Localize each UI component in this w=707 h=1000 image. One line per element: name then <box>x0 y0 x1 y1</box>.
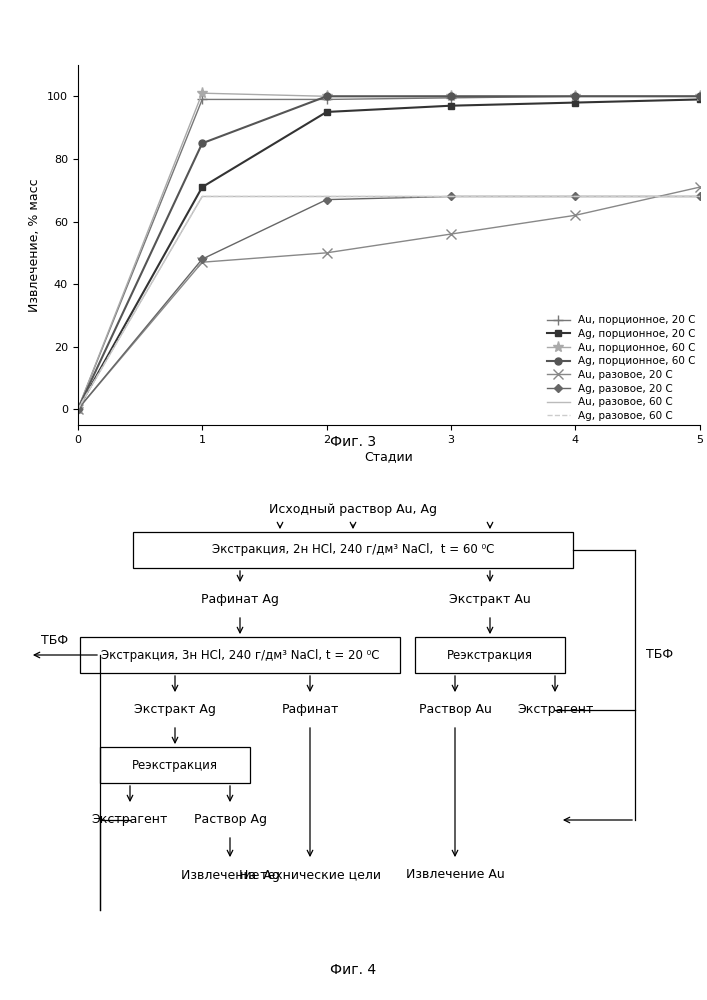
FancyBboxPatch shape <box>133 532 573 568</box>
Au, порционное, 20 С <box>322 93 331 105</box>
Text: Извлечение Au: Извлечение Au <box>406 868 504 882</box>
Ag, разовое, 60 С <box>74 403 82 415</box>
Ag, порционное, 20 С <box>322 106 331 118</box>
Ag, разовое, 20 С <box>696 190 704 202</box>
Au, разовое, 60 С <box>571 190 580 202</box>
Ag, порционное, 20 С <box>74 403 82 415</box>
Text: Раствор Ag: Раствор Ag <box>194 814 267 826</box>
Au, порционное, 20 С <box>74 403 82 415</box>
Au, порционное, 60 С <box>447 90 455 102</box>
Au, разовое, 20 С <box>322 247 331 259</box>
Ag, порционное, 60 С <box>322 90 331 102</box>
Au, разовое, 60 С <box>198 190 206 202</box>
Au, разовое, 20 С <box>571 209 580 221</box>
Text: Экстракт Ag: Экстракт Ag <box>134 704 216 716</box>
Au, порционное, 60 С <box>74 403 82 415</box>
Au, разовое, 20 С <box>447 228 455 240</box>
Au, порционное, 20 С <box>447 92 455 104</box>
Text: Фиг. 4: Фиг. 4 <box>330 963 376 977</box>
Text: Раствор Au: Раствор Au <box>419 704 491 716</box>
Ag, разовое, 60 С <box>198 190 206 202</box>
Au, порционное, 60 С <box>696 90 704 102</box>
Line: Ag, порционное, 20 С: Ag, порционное, 20 С <box>74 96 703 413</box>
Text: Исходный раствор Au, Ag: Исходный раствор Au, Ag <box>269 504 437 516</box>
X-axis label: Стадии: Стадии <box>365 450 413 463</box>
Text: ТБФ: ТБФ <box>646 648 674 662</box>
Line: Au, порционное, 60 С: Au, порционное, 60 С <box>72 88 706 415</box>
Ag, разовое, 60 С <box>322 190 331 202</box>
Line: Au, порционное, 20 С: Au, порционное, 20 С <box>73 91 705 414</box>
Ag, порционное, 60 С <box>447 90 455 102</box>
Text: На технические цели: На технические цели <box>239 868 381 882</box>
Au, порционное, 60 С <box>571 90 580 102</box>
Au, разовое, 60 С <box>322 190 331 202</box>
Ag, порционное, 60 С <box>696 90 704 102</box>
Ag, порционное, 20 С <box>447 100 455 112</box>
Line: Ag, разовое, 20 С: Ag, разовое, 20 С <box>75 194 703 412</box>
Au, разовое, 20 С <box>74 403 82 415</box>
Text: Фиг. 3: Фиг. 3 <box>330 435 377 449</box>
Line: Au, разовое, 60 С: Au, разовое, 60 С <box>78 196 700 409</box>
Au, разовое, 60 С <box>696 190 704 202</box>
Text: Рафинат Ag: Рафинат Ag <box>201 593 279 606</box>
Text: Экстрагент: Экстрагент <box>92 814 168 826</box>
FancyBboxPatch shape <box>80 637 400 673</box>
Line: Au, разовое, 20 С: Au, разовое, 20 С <box>73 182 705 414</box>
Ag, разовое, 20 С <box>322 194 331 206</box>
Y-axis label: Извлечение, % масс: Извлечение, % масс <box>28 178 42 312</box>
Ag, разовое, 20 С <box>571 190 580 202</box>
Au, порционное, 20 С <box>696 90 704 102</box>
Ag, разовое, 20 С <box>447 190 455 202</box>
Text: Экстрагент: Экстрагент <box>517 704 593 716</box>
Text: Экстракция, 2н HCl, 240 г/дм³ NaCl,  t = 60 ⁰C: Экстракция, 2н HCl, 240 г/дм³ NaCl, t = … <box>212 544 494 556</box>
Au, порционное, 60 С <box>322 90 331 102</box>
Ag, разовое, 20 С <box>198 253 206 265</box>
Ag, разовое, 60 С <box>447 190 455 202</box>
Text: Рафинат: Рафинат <box>281 704 339 716</box>
Ag, порционное, 20 С <box>198 181 206 193</box>
Ag, разовое, 60 С <box>571 190 580 202</box>
FancyBboxPatch shape <box>100 747 250 783</box>
Text: Экстракт Au: Экстракт Au <box>449 593 531 606</box>
Au, порционное, 20 С <box>571 90 580 102</box>
Ag, порционное, 20 С <box>696 93 704 105</box>
Legend: Au, порционное, 20 С, Ag, порционное, 20 С, Au, порционное, 60 С, Ag, порционное: Au, порционное, 20 С, Ag, порционное, 20… <box>543 311 700 425</box>
Text: Экстракция, 3н HCl, 240 г/дм³ NaCl, t = 20 ⁰C: Экстракция, 3н HCl, 240 г/дм³ NaCl, t = … <box>101 648 379 662</box>
Line: Ag, порционное, 60 С: Ag, порционное, 60 С <box>74 93 703 413</box>
Au, порционное, 20 С <box>198 93 206 105</box>
Ag, порционное, 60 С <box>198 137 206 149</box>
Line: Ag, разовое, 60 С: Ag, разовое, 60 С <box>78 196 700 409</box>
Au, разовое, 60 С <box>447 190 455 202</box>
FancyBboxPatch shape <box>415 637 565 673</box>
Text: ТБФ: ТБФ <box>42 634 69 647</box>
Au, разовое, 60 С <box>74 403 82 415</box>
Ag, порционное, 60 С <box>74 403 82 415</box>
Ag, порционное, 60 С <box>571 90 580 102</box>
Ag, разовое, 60 С <box>696 190 704 202</box>
Au, разовое, 20 С <box>198 256 206 268</box>
Text: Реэкстракция: Реэкстракция <box>132 758 218 772</box>
Ag, разовое, 20 С <box>74 403 82 415</box>
Ag, порционное, 20 С <box>571 97 580 109</box>
Au, порционное, 60 С <box>198 87 206 99</box>
Text: Реэкстракция: Реэкстракция <box>447 648 533 662</box>
Au, разовое, 20 С <box>696 181 704 193</box>
Text: Извлечение Ag: Извлечение Ag <box>180 868 279 882</box>
